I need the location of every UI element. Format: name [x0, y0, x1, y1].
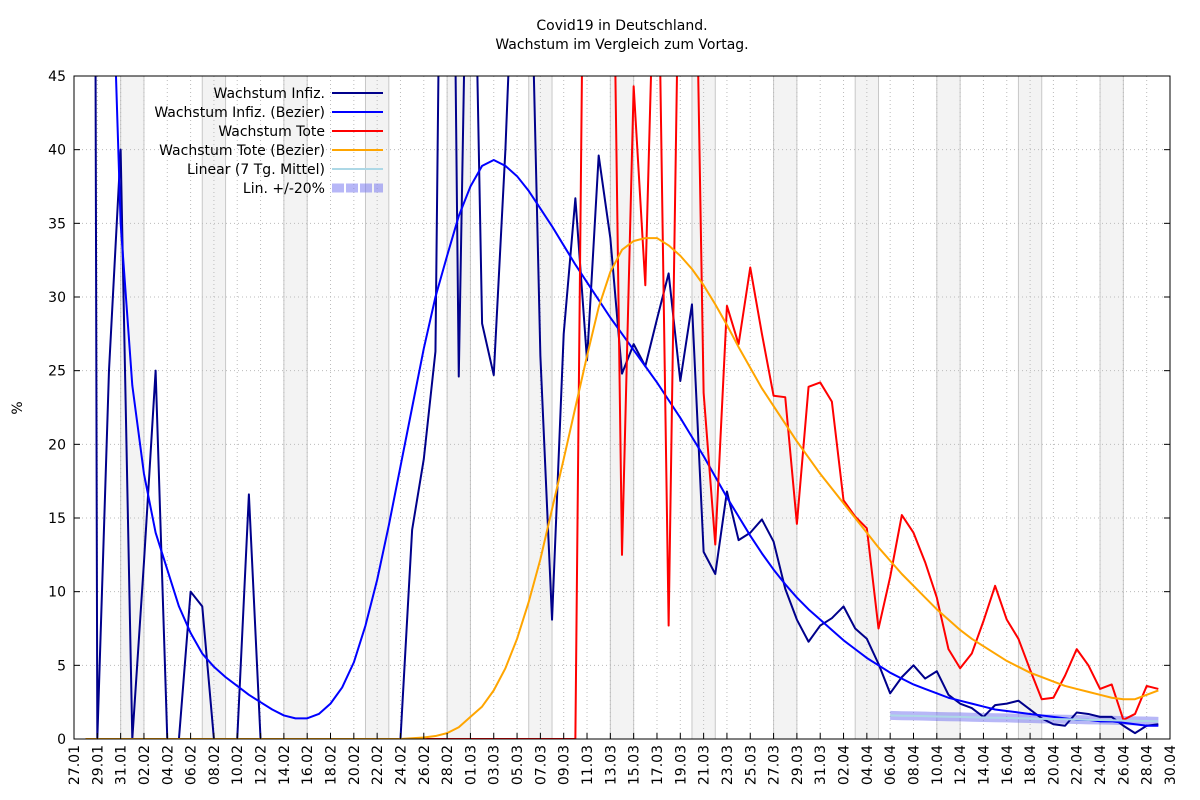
- series-layer: [85, 76, 1159, 739]
- x-tick-label: 20.04: [1046, 745, 1062, 785]
- x-tick-label: 14.04: [976, 745, 992, 785]
- x-tick-label: 10.04: [930, 745, 946, 785]
- weekend-band: [936, 76, 961, 739]
- x-tick-label: 08.04: [906, 745, 922, 785]
- x-tick-label: 11.03: [580, 745, 596, 785]
- chart-subtitle: Wachstum im Vergleich zum Vortag.: [495, 37, 748, 53]
- weekend-band: [610, 76, 634, 739]
- x-tick-label: 22.02: [370, 745, 386, 785]
- x-tick-label: 24.04: [1093, 745, 1109, 785]
- y-tick-label: 5: [57, 658, 66, 674]
- legend-label: Lin. +/-20%: [243, 181, 325, 197]
- x-tick-label: 07.03: [533, 745, 549, 785]
- chart-title: Covid19 in Deutschland.: [536, 18, 707, 34]
- legend-label: Wachstum Infiz.: [214, 86, 325, 102]
- y-tick-label: 25: [48, 364, 66, 380]
- x-tick-label: 06.04: [883, 745, 899, 785]
- x-tick-label: 03.03: [487, 745, 503, 785]
- plot-frame: [73, 75, 1171, 740]
- axes-layer: 0 5 10 15 20 25 30 35 40 45 27.01 29.01 31.01 02.02 04…: [48, 69, 1179, 785]
- x-tick-label: 08.02: [207, 745, 223, 785]
- x-tick-label: 30.04: [1163, 745, 1179, 785]
- x-tick-label: 16.04: [1000, 745, 1016, 785]
- weekend-band: [1018, 76, 1042, 739]
- series-line: [85, 76, 1159, 739]
- weekend-band: [202, 76, 226, 739]
- x-tick-label: 14.02: [277, 745, 293, 785]
- x-tick-label: 18.04: [1023, 745, 1039, 785]
- x-tick-label: 28.02: [440, 745, 456, 785]
- y-tick-label: 40: [48, 143, 66, 159]
- x-tick-label: 22.04: [1070, 745, 1086, 785]
- background-layer: [120, 76, 1124, 739]
- series-line: [85, 237, 1159, 739]
- x-tick-label: 09.03: [557, 745, 573, 785]
- x-tick-label: 04.02: [160, 745, 176, 785]
- x-tick-label: 31.01: [114, 745, 130, 785]
- x-tick-label: 06.02: [184, 745, 200, 785]
- weekend-band: [447, 76, 471, 739]
- x-tick-label: 19.03: [673, 745, 689, 785]
- legend-label: Wachstum Tote: [218, 124, 325, 140]
- y-tick-label: 20: [48, 437, 66, 453]
- x-tick-label: 28.04: [1140, 745, 1156, 785]
- x-tick-label: 12.02: [254, 745, 270, 785]
- y-tick-label: 35: [48, 216, 66, 232]
- y-tick-label: 0: [57, 732, 66, 748]
- weekend-band: [120, 76, 144, 739]
- legend-label: Wachstum Tote (Bezier): [159, 143, 325, 159]
- y-axis-label: %: [10, 401, 26, 414]
- x-tick-label: 27.03: [767, 745, 783, 785]
- x-tick-label: 24.02: [393, 745, 409, 785]
- x-tick-label: 01.03: [463, 745, 479, 785]
- x-tick-label: 20.02: [347, 745, 363, 785]
- x-tick-label: 29.01: [90, 745, 106, 785]
- x-tick-label: 25.03: [743, 745, 759, 785]
- x-tick-label: 27.01: [67, 745, 83, 785]
- x-tick-label: 16.02: [300, 745, 316, 785]
- x-tick-label: 17.03: [650, 745, 666, 785]
- x-tick-label: 26.04: [1116, 745, 1132, 785]
- x-tick-label: 23.03: [720, 745, 736, 785]
- x-tick-label: 10.02: [230, 745, 246, 785]
- legend-label: Wachstum Infiz. (Bezier): [154, 105, 325, 121]
- series-line: [94, 76, 1159, 739]
- weekend-band: [1100, 76, 1124, 739]
- y-tick-label: 10: [48, 585, 66, 601]
- x-tick-label: 02.04: [837, 745, 853, 785]
- y-tick-label: 30: [48, 290, 66, 306]
- x-tick-label: 15.03: [627, 745, 643, 785]
- weekend-band: [283, 76, 308, 739]
- x-tick-label: 04.04: [860, 745, 876, 785]
- x-tick-label: 13.03: [603, 745, 619, 785]
- x-tick-label: 26.02: [417, 745, 433, 785]
- series-line: [890, 714, 1159, 723]
- x-tick-label: 12.04: [953, 745, 969, 785]
- x-tick-label: 02.02: [137, 745, 153, 785]
- x-tick-label: 05.03: [510, 745, 526, 785]
- y-tick-label: 15: [48, 511, 66, 527]
- weekend-band: [691, 76, 716, 739]
- series-line: [114, 76, 1159, 727]
- y-tick-label: 45: [48, 69, 66, 85]
- weekend-band: [528, 76, 553, 739]
- weekend-band: [365, 76, 389, 739]
- x-tick-label: 21.03: [697, 745, 713, 785]
- legend-label: Linear (7 Tg. Mittel): [187, 162, 325, 178]
- x-tick-label: 29.03: [790, 745, 806, 785]
- x-tick-label: 18.02: [324, 745, 340, 785]
- x-tick-label: 31.03: [813, 745, 829, 785]
